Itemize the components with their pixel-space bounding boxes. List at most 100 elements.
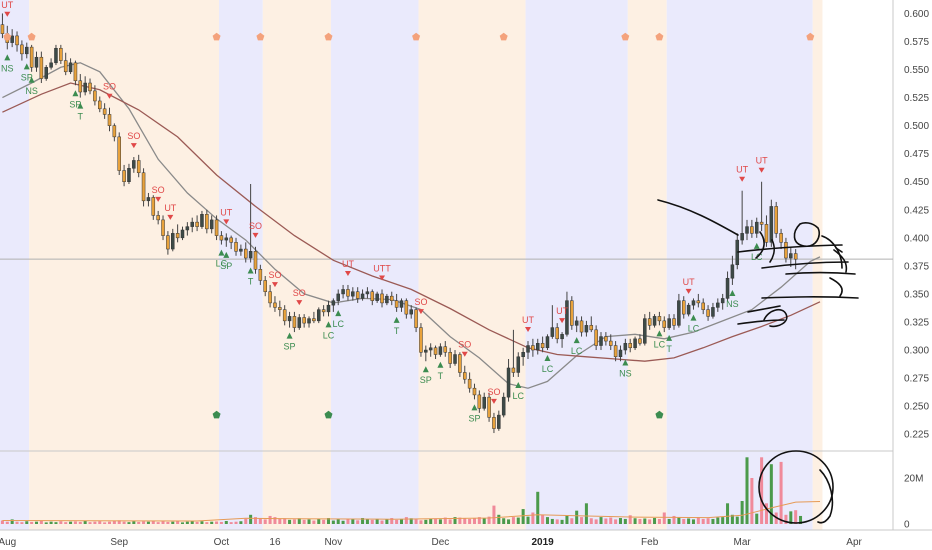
signal-arrow-down — [223, 219, 230, 225]
candle-body — [248, 251, 253, 259]
candle-body — [745, 226, 749, 234]
candle-body — [59, 47, 63, 61]
annotation-volume-arc — [817, 469, 834, 524]
signal-label: UT — [342, 259, 354, 269]
candle-body — [141, 172, 146, 202]
signal-arrow-up — [690, 314, 697, 321]
volume-bar — [234, 521, 238, 524]
volume-bar — [399, 518, 403, 524]
volume-bar — [409, 518, 413, 524]
candle-body — [107, 114, 112, 126]
signal-arrow-up — [393, 316, 400, 323]
volume-bar — [541, 514, 545, 524]
volume-bar — [341, 520, 345, 524]
band-5 — [418, 0, 526, 530]
hand-drawn-annotations — [657, 199, 859, 524]
volume-bar — [312, 520, 316, 524]
signal-label: LC — [323, 330, 335, 340]
volume-bar — [526, 516, 530, 524]
volume-bar — [764, 503, 768, 524]
candle-body — [526, 345, 530, 353]
volume-bar — [487, 516, 491, 524]
candle-body — [570, 300, 574, 326]
signal-label: SP — [21, 72, 33, 82]
volume-bar — [49, 521, 53, 524]
volume-bar — [176, 521, 180, 524]
signal-arrow-down — [461, 351, 468, 357]
candle-body — [63, 60, 68, 73]
volume-bar — [570, 518, 574, 524]
candle-body — [691, 300, 696, 306]
volume-bar — [769, 464, 773, 524]
volume-bar — [253, 517, 257, 524]
grid — [0, 0, 932, 531]
candle-body — [278, 307, 282, 310]
candle-body — [394, 300, 399, 308]
volume-bar — [477, 517, 481, 524]
candle-body — [336, 293, 340, 301]
volume-bar — [599, 517, 603, 524]
signal-label: SO — [487, 387, 500, 397]
candle-body — [535, 343, 540, 351]
candle-body — [686, 304, 691, 315]
volume-bar — [307, 519, 311, 524]
candle-body — [677, 300, 681, 326]
signal-arrow-up — [247, 267, 254, 274]
signal-label: T — [248, 277, 254, 287]
signal-label: LC — [216, 259, 228, 269]
signal-label: SO — [249, 221, 262, 231]
volume-bar — [760, 457, 764, 524]
price-tick-label: 0.525 — [904, 93, 929, 104]
signal-arrow-down — [559, 318, 566, 324]
candle-body — [623, 343, 628, 351]
signal-arrow-up — [4, 54, 11, 61]
time-tick-label: Apr — [846, 537, 862, 548]
signal-arrow-down — [685, 288, 692, 294]
signal-arrow-up — [515, 381, 522, 388]
volume-bar — [380, 520, 384, 524]
candle-body — [389, 295, 394, 301]
volume-bar — [25, 521, 29, 524]
volume-bar — [156, 522, 160, 524]
candle-body — [243, 248, 248, 259]
candle-body — [681, 300, 686, 315]
volume-tick-label: 20M — [904, 474, 923, 485]
volume-bar — [648, 519, 652, 524]
signal-label: NS — [25, 86, 38, 96]
signal-label: UT — [164, 203, 176, 213]
candle-body — [604, 336, 608, 342]
candle-body — [433, 347, 438, 355]
candle-body — [716, 302, 720, 308]
signal-arrow-up — [335, 310, 342, 317]
volume-bar — [365, 519, 369, 524]
candle-body — [136, 160, 141, 174]
signal-label: UT — [220, 207, 232, 217]
volume-bar — [370, 519, 374, 524]
signal-arrow-down — [155, 196, 162, 202]
candle-body — [151, 197, 156, 216]
candle-body — [531, 345, 535, 351]
candle-body — [117, 136, 121, 171]
volume-bar — [594, 519, 598, 524]
candle-body — [68, 62, 73, 73]
candle-body — [657, 316, 662, 322]
volume-bar — [292, 519, 296, 524]
signal-arrow-down — [4, 11, 11, 17]
signal-arrow-up — [573, 337, 580, 344]
candle-body — [224, 237, 229, 241]
candle-body — [302, 317, 306, 324]
volume-bar — [117, 520, 121, 524]
volume-bar — [351, 519, 355, 524]
volume-bar — [682, 518, 686, 524]
volume-bar — [10, 519, 14, 524]
candle-body — [171, 233, 175, 250]
signal-arrow-up — [666, 334, 673, 341]
signal-arrow-down — [344, 270, 351, 276]
candle-body — [643, 318, 647, 344]
volume-bar — [604, 518, 608, 524]
candle-body — [200, 214, 204, 227]
candle-body — [346, 289, 350, 297]
candle-body — [779, 233, 783, 243]
signal-arrow-up — [223, 251, 230, 258]
volume-bar — [283, 518, 287, 524]
